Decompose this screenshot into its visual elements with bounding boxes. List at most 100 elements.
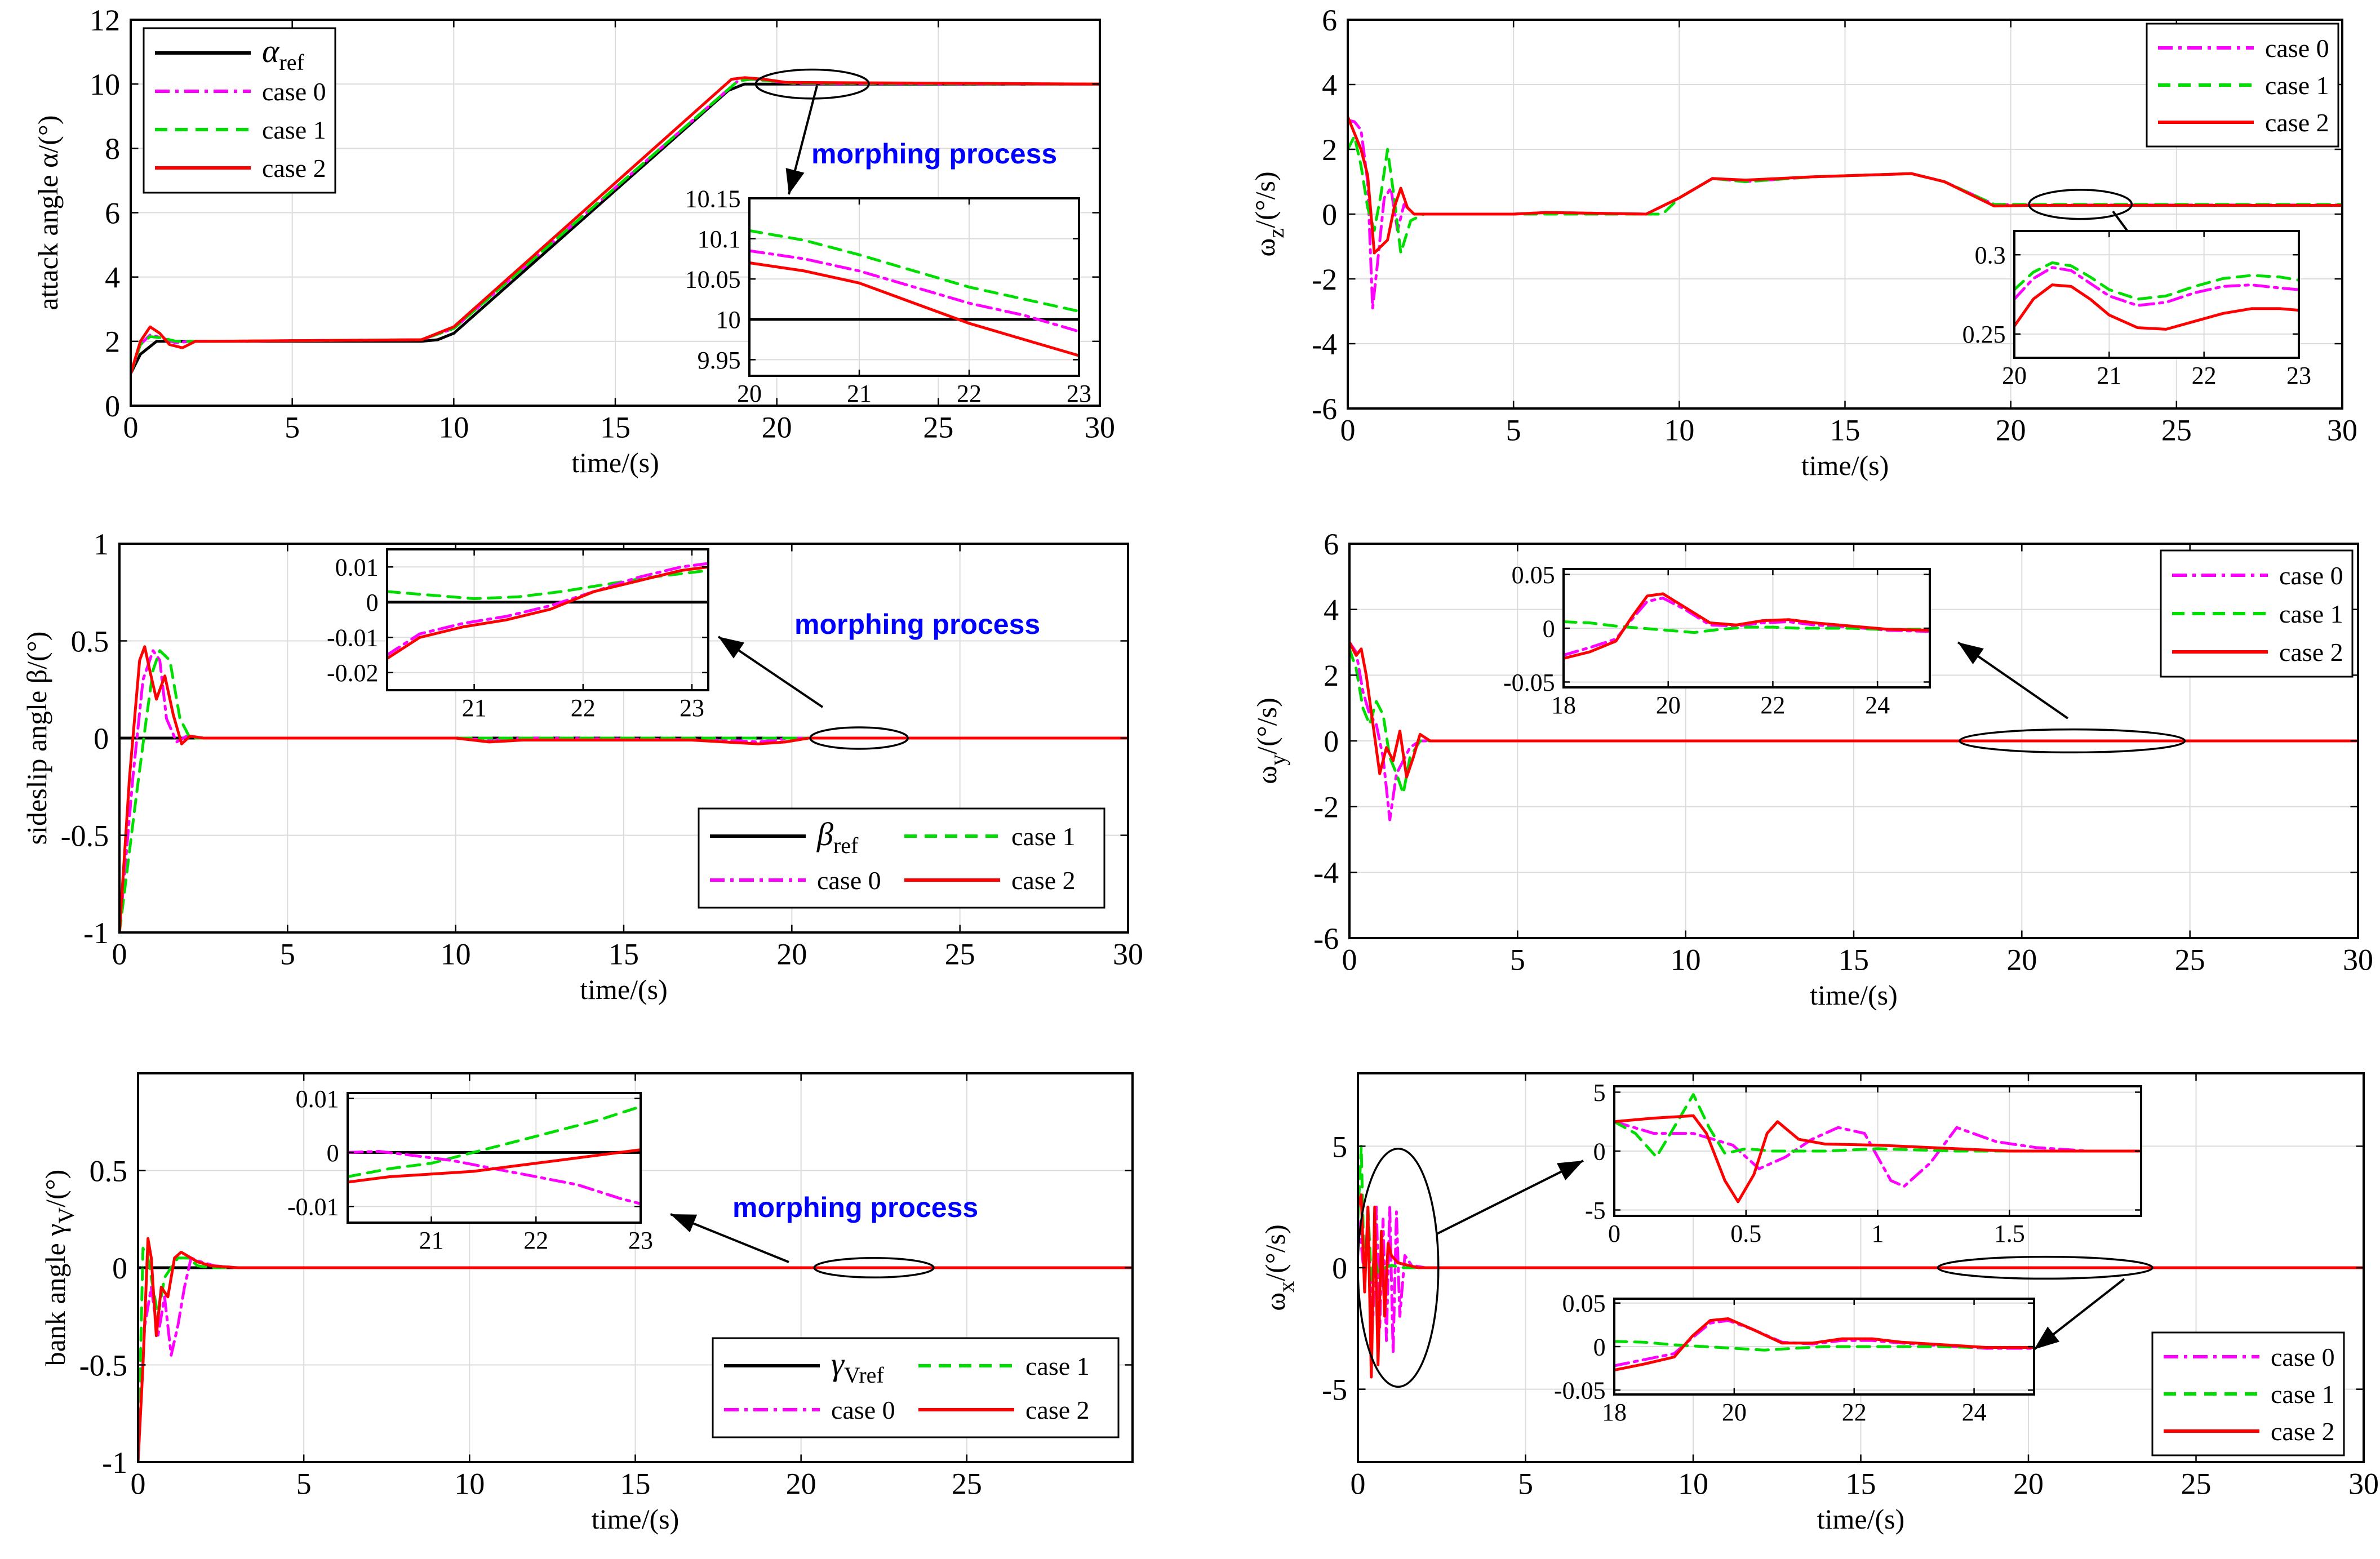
omegax-xtick-label: 20 bbox=[2013, 1467, 2044, 1501]
beta-inset-series-case1 bbox=[387, 569, 708, 600]
legend-label-case0: case 0 bbox=[817, 866, 881, 895]
omegaz-inset-ytick-label: 0.3 bbox=[1975, 242, 2006, 269]
legend-box bbox=[698, 807, 1105, 909]
alpha-series-ref bbox=[131, 82, 1100, 375]
omegax-ytick-label: 0 bbox=[1332, 1251, 1347, 1285]
beta-inset-axes-frame bbox=[386, 548, 709, 691]
beta-inset-ytick-label: -0.02 bbox=[327, 659, 379, 687]
gamma-xtick-label: 15 bbox=[620, 1467, 651, 1501]
omegaz-inset-series-case1 bbox=[2014, 261, 2299, 301]
gamma-ytick-label: -1 bbox=[102, 1446, 127, 1480]
omegax-xtick-label: 5 bbox=[1518, 1467, 1533, 1501]
y-axis-label-sub: y bbox=[1265, 754, 1290, 766]
y-axis-label: sideslip angle β/(°) bbox=[21, 632, 52, 845]
legend-label-case0: case 0 bbox=[831, 1396, 895, 1424]
gamma-xtick-label: 0 bbox=[131, 1467, 146, 1501]
omegaz-xtick-label: 25 bbox=[2161, 414, 2192, 447]
beta-inset-ytick-label: 0 bbox=[366, 589, 379, 616]
omegay-xtick-label: 15 bbox=[1839, 943, 1869, 977]
alpha-ytick-label: 12 bbox=[90, 3, 120, 37]
alpha-ytick-label: 6 bbox=[105, 196, 120, 230]
chart-beta: 0 5 10 15 20 25 30 -1 -0.5 0 0.5 1 time/(s) sideslip … bbox=[21, 527, 1143, 1005]
beta-series-case2 bbox=[119, 645, 1128, 932]
legend-label-case1: case 1 bbox=[1011, 822, 1076, 851]
morphing-process-annotation: morphing process bbox=[811, 138, 1057, 170]
y-axis-label-suffix: /(°/s) bbox=[1259, 1224, 1291, 1281]
gamma-highlight-ellipse bbox=[813, 1257, 935, 1278]
omegaz-ytick-label: -4 bbox=[1312, 327, 1337, 361]
y-axis-label-suffix: /(°/s) bbox=[1249, 171, 1281, 228]
alpha-ytick-label: 2 bbox=[105, 325, 120, 359]
omegaz-inset-series-case0 bbox=[2014, 266, 2299, 307]
omegax-ytick-label: -5 bbox=[1322, 1373, 1347, 1407]
omegax-zoom-arrow-head bbox=[2034, 1326, 2060, 1349]
alpha-inset-xtick-label: 23 bbox=[1067, 380, 1091, 407]
chart-gamma: 0 5 10 15 20 25 -1 -0.5 0 0.5 time/(s) bank angle γ… bbox=[39, 1072, 1134, 1535]
gamma-xtick-label: 5 bbox=[296, 1467, 312, 1501]
omegax-inset-series-case2 bbox=[1614, 1114, 2141, 1203]
omegaz-inset-xtick-label: 21 bbox=[2097, 362, 2121, 389]
legend-label-case0: case 0 bbox=[262, 77, 326, 106]
chart-alpha: 0 5 10 15 20 25 30 0 2 4 6 8 10 12 time/(s) attack angl… bbox=[32, 3, 1115, 478]
legend-label-case2: case 2 bbox=[2279, 638, 2343, 667]
omegaz-xtick-label: 15 bbox=[1830, 414, 1861, 447]
omegax-inset2-ytick-label: 0.05 bbox=[1562, 1290, 1606, 1317]
y-axis-label-main: ω bbox=[1249, 238, 1281, 257]
omegax-zoom-arrow-head bbox=[1557, 1161, 1583, 1180]
y-axis-label-sub: z bbox=[1263, 228, 1289, 238]
omegaz-inset-plot-area bbox=[2014, 231, 2299, 358]
omegax-inset-xtick-label: 1 bbox=[1872, 1220, 1884, 1247]
gamma-inset-ytick-label: 0.01 bbox=[296, 1085, 339, 1113]
omegax-inset-xtick-label: 1.5 bbox=[1994, 1220, 2025, 1247]
omegay-xtick-label: 25 bbox=[2175, 943, 2205, 977]
omegay-inset-series-case1 bbox=[1564, 620, 1930, 634]
omegaz-inset-ytick-label: 0.25 bbox=[1962, 321, 2006, 348]
legend-label-case1: case 1 bbox=[1025, 1352, 1090, 1380]
omegay-xtick-label: 0 bbox=[1342, 943, 1357, 977]
omegay-ytick-label: 2 bbox=[1324, 659, 1339, 692]
y-axis-label-sub: x bbox=[1273, 1281, 1299, 1292]
alpha-inset-series-case2 bbox=[749, 261, 1079, 357]
omegax-highlight2-ellipse bbox=[1937, 1255, 2153, 1280]
morphing-process-annotation: morphing process bbox=[732, 1192, 978, 1223]
omegay-ytick-label: -2 bbox=[1313, 790, 1339, 824]
beta-xtick-label: 0 bbox=[112, 938, 127, 971]
omegay-inset-xtick-label: 22 bbox=[1760, 691, 1785, 719]
omegaz-highlight-ellipse bbox=[2028, 189, 2133, 220]
omegax-xtick-label: 0 bbox=[1351, 1467, 1366, 1501]
legend-label-case0: case 0 bbox=[2279, 561, 2343, 590]
omegax-inset2-xtick-label: 24 bbox=[1962, 1398, 1987, 1426]
beta-xtick-label: 30 bbox=[1113, 938, 1143, 971]
beta-inset-xtick-label: 22 bbox=[571, 694, 596, 722]
alpha-xtick-label: 0 bbox=[123, 411, 139, 445]
omegay-ytick-label: 0 bbox=[1324, 725, 1339, 758]
beta-xtick-label: 5 bbox=[280, 938, 295, 971]
omegay-ytick-label: -4 bbox=[1313, 856, 1339, 890]
omegax-inset2-xtick-label: 20 bbox=[1722, 1398, 1747, 1426]
omegaz-inset-axes-frame bbox=[2013, 230, 2300, 359]
legend-label-case1: case 1 bbox=[2271, 1380, 2335, 1409]
beta-xtick-label: 15 bbox=[609, 938, 639, 971]
alpha-ytick-label: 0 bbox=[105, 389, 120, 423]
legend-label-case1: case 1 bbox=[2279, 599, 2343, 628]
omegaz-ytick-label: 2 bbox=[1322, 133, 1337, 167]
omegay-series-case1 bbox=[1349, 647, 2358, 795]
gamma-inset: 21 22 23 -0.01 0 0.01 bbox=[287, 1085, 653, 1254]
omegaz-ytick-label: -2 bbox=[1312, 263, 1337, 296]
gamma-xtick-label: 10 bbox=[454, 1467, 485, 1501]
omegaz-xtick-label: 30 bbox=[2327, 414, 2357, 447]
omegax-inset2-series-case1 bbox=[1614, 1340, 2034, 1352]
omegax-inset: 0 0.5 1 1.5-505 bbox=[1585, 1079, 2142, 1247]
omegax-inset2: 18 20 22 24 -0.05 0 0.05 bbox=[1554, 1290, 2035, 1426]
alpha-inset-ytick-label: 10 bbox=[716, 306, 741, 334]
omegax-inset-xtick-label: 0 bbox=[1608, 1220, 1620, 1247]
y-axis-label: ωx/(°/s) bbox=[1259, 1224, 1299, 1311]
alpha-xtick-label: 15 bbox=[600, 411, 630, 445]
legend-label-case2: case 2 bbox=[1011, 866, 1076, 895]
alpha-highlight-ellipse bbox=[754, 68, 870, 100]
y-axis-label: attack angle α/(°) bbox=[32, 115, 64, 310]
omegax-xtick-label: 15 bbox=[1846, 1467, 1876, 1501]
gamma-xtick-label: 20 bbox=[786, 1467, 816, 1501]
